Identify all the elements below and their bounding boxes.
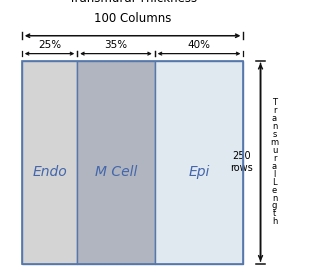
Bar: [22, 60, 243, 264]
Text: M Cell: M Cell: [95, 166, 137, 179]
Text: T
r
a
n
s
m
u
r
a
l
L
e
n
g
t
h: T r a n s m u r a l L e n g t h: [271, 98, 279, 226]
Bar: [77, 60, 155, 264]
Text: 100 Columns: 100 Columns: [94, 12, 171, 25]
Text: Endo: Endo: [32, 166, 67, 179]
Text: 250
rows: 250 rows: [230, 152, 253, 173]
Text: Epi: Epi: [188, 166, 210, 179]
Text: 25%: 25%: [38, 40, 61, 50]
Text: Transmural Thickness: Transmural Thickness: [69, 0, 197, 6]
Text: 40%: 40%: [188, 40, 211, 50]
Bar: [22, 60, 77, 264]
Bar: [155, 60, 243, 264]
Text: 35%: 35%: [105, 40, 128, 50]
